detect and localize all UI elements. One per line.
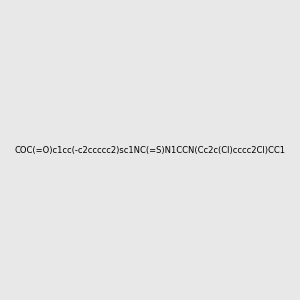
Text: COC(=O)c1cc(-c2ccccc2)sc1NC(=S)N1CCN(Cc2c(Cl)cccc2Cl)CC1: COC(=O)c1cc(-c2ccccc2)sc1NC(=S)N1CCN(Cc2… bbox=[14, 146, 286, 154]
